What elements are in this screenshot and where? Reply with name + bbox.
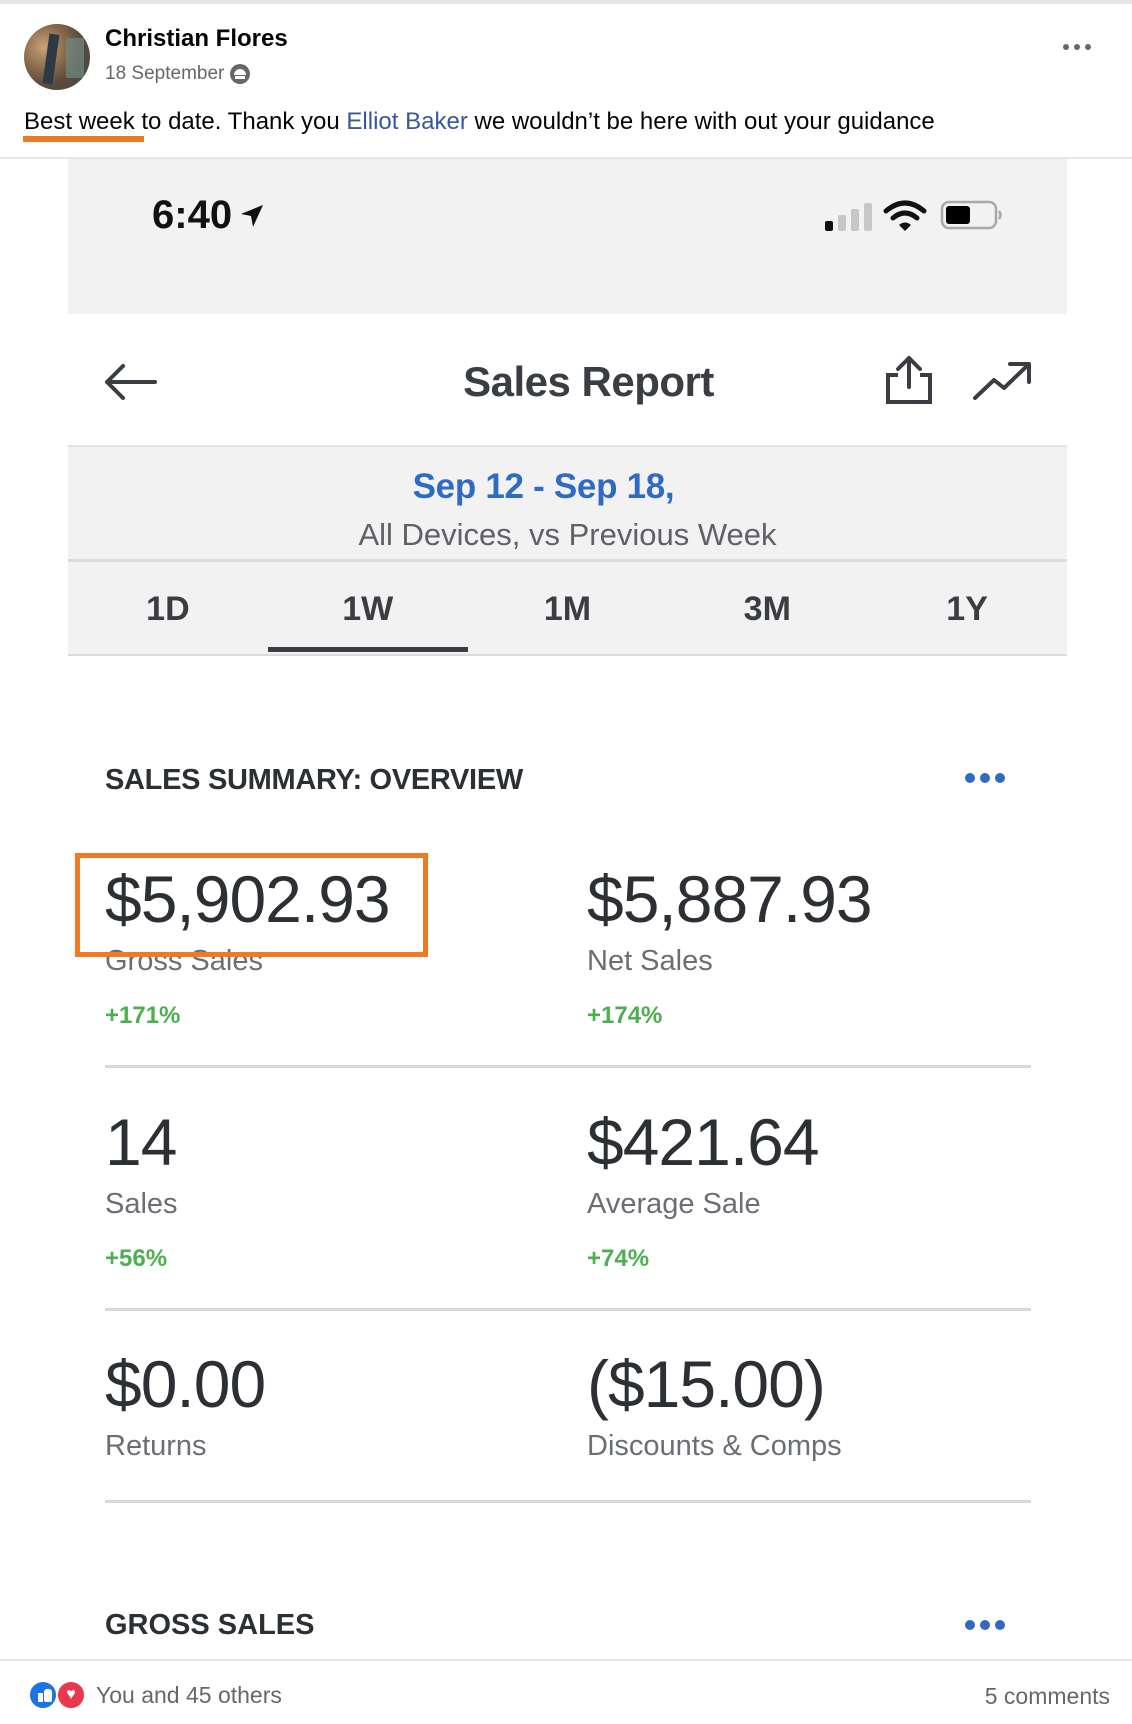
status-time: 6:40 <box>152 193 266 238</box>
divider <box>0 157 1132 159</box>
share-icon[interactable] <box>884 355 934 405</box>
post-text-after: we wouldn’t be here with out your guidan… <box>467 108 935 135</box>
gross-sales-options-button[interactable] <box>965 1620 1005 1630</box>
dot-icon <box>980 773 990 783</box>
average-sale-label: Average Sale <box>587 1188 761 1220</box>
highlight-underline <box>23 136 144 142</box>
avatar[interactable] <box>24 24 90 90</box>
gross-sales-change: +171% <box>105 1002 181 1029</box>
dot-icon <box>965 1620 975 1630</box>
post-options-button[interactable] <box>1063 44 1091 50</box>
sales-count-value: 14 <box>105 1105 177 1179</box>
sales-summary-title: SALES SUMMARY: OVERVIEW <box>105 764 523 796</box>
divider <box>105 1308 1031 1311</box>
reactions-text[interactable]: You and 45 others <box>96 1681 282 1708</box>
back-arrow-icon[interactable] <box>103 362 157 402</box>
net-sales-label: Net Sales <box>587 945 713 977</box>
returns-value: $0.00 <box>105 1347 266 1421</box>
date-range-subtitle: All Devices, vs Previous Week <box>358 517 777 552</box>
discounts-label: Discounts & Comps <box>587 1430 842 1462</box>
sales-count-change: +56% <box>105 1245 168 1272</box>
dot-icon <box>1074 44 1080 50</box>
dot-icon <box>1063 44 1069 50</box>
divider <box>105 1065 1031 1068</box>
post-text-before: Best week to date. Thank you <box>24 108 347 135</box>
discounts-value: ($15.00) <box>587 1347 826 1421</box>
tab-1d[interactable]: 1D <box>146 590 190 628</box>
post-date[interactable]: 18 September <box>105 63 225 84</box>
gross-sales-section-title: GROSS SALES <box>105 1609 315 1641</box>
mention-link[interactable]: Elliot Baker <box>346 108 468 135</box>
date-range-header[interactable]: Sep 12 - Sep 18, All Devices, vs Previou… <box>68 445 1067 560</box>
average-sale-change: +74% <box>587 1245 650 1272</box>
comments-count[interactable]: 5 comments <box>984 1683 1110 1709</box>
like-icon <box>28 1680 58 1710</box>
status-bar: 6:40 <box>68 159 1067 314</box>
love-icon: ♥ <box>56 1680 86 1710</box>
friends-icon <box>230 64 251 84</box>
tab-1w[interactable]: 1W <box>267 562 468 654</box>
post-top-border <box>0 0 1132 4</box>
highlight-box <box>75 853 428 957</box>
location-arrow-icon <box>241 204 264 227</box>
nav-bar: Sales Report <box>68 314 1067 444</box>
battery-icon <box>940 200 1002 230</box>
signal-icon <box>825 201 872 231</box>
dot-icon <box>995 1620 1005 1630</box>
date-range[interactable]: Sep 12 - Sep 18, <box>412 467 675 506</box>
tab-1y[interactable]: 1Y <box>946 590 988 628</box>
dot-icon <box>1085 44 1091 50</box>
net-sales-change: +174% <box>587 1002 663 1029</box>
dot-icon <box>980 1620 990 1630</box>
divider <box>105 1500 1031 1503</box>
sales-report-screenshot[interactable]: 6:40 Sales Report <box>68 159 1067 1659</box>
author-name[interactable]: Christian Flores <box>105 25 288 52</box>
dot-icon <box>965 773 975 783</box>
wifi-icon <box>883 200 927 231</box>
net-sales-value: $5,887.93 <box>587 862 873 936</box>
post-meta: 18 September <box>105 63 251 85</box>
dot-icon <box>995 773 1005 783</box>
returns-label: Returns <box>105 1430 207 1462</box>
page-title: Sales Report <box>463 358 714 405</box>
reactions-summary[interactable]: ♥ You and 45 others <box>28 1680 282 1710</box>
average-sale-value: $421.64 <box>587 1105 820 1179</box>
gross-sales-label: Gross Sales <box>105 945 263 977</box>
post-text: Best week to date. Thank you Elliot Bake… <box>24 108 935 136</box>
gross-sales-value: $5,902.93 <box>105 862 391 936</box>
period-tabs: 1D 1W 1M 3M 1Y <box>68 559 1067 656</box>
divider <box>0 1659 1132 1661</box>
sales-count-label: Sales <box>105 1188 178 1220</box>
trend-icon[interactable] <box>972 360 1032 402</box>
tab-1m[interactable]: 1M <box>543 590 592 628</box>
tab-3m[interactable]: 3M <box>743 590 791 628</box>
time-label: 6:40 <box>152 193 233 237</box>
summary-options-button[interactable] <box>965 773 1005 783</box>
